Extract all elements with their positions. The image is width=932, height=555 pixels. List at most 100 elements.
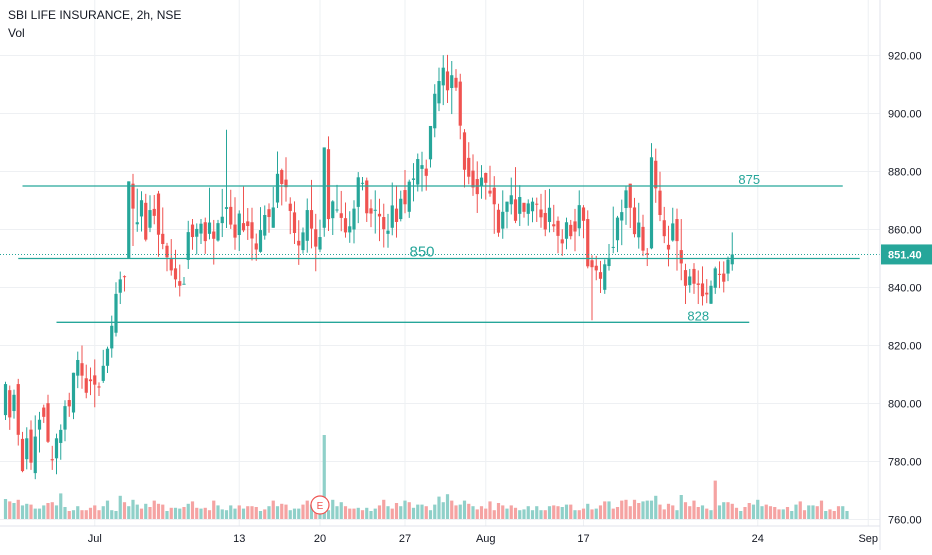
candle-body [16, 384, 20, 435]
candle-body [284, 179, 288, 188]
candle-body [93, 375, 97, 385]
volume-bar [785, 507, 790, 519]
volume-bar [530, 510, 535, 519]
volume-bar [29, 504, 33, 519]
level-label: 875 [738, 172, 760, 187]
candle-body [76, 360, 80, 376]
candle-body [713, 268, 717, 288]
earnings-event-label: E [317, 501, 324, 512]
volume-bar [705, 508, 709, 519]
x-tick-label: 20 [314, 533, 326, 545]
volume-bar [700, 505, 705, 519]
candle-body [696, 283, 700, 285]
volume-bar [424, 506, 428, 519]
volume-bar [726, 502, 730, 519]
volume-bar [216, 505, 220, 519]
candle-body [377, 213, 382, 217]
candle-body [152, 208, 156, 216]
volume-bar [751, 504, 756, 519]
volume-bar [637, 503, 641, 519]
candle-body [80, 363, 84, 376]
candle-body [624, 190, 628, 209]
candle-body [233, 224, 237, 238]
candle-body [543, 212, 547, 230]
volume-bar [743, 507, 747, 519]
candle-body [275, 173, 280, 203]
level-label: 850 [409, 244, 434, 261]
volume-bar [458, 504, 462, 519]
volume-bar [768, 506, 773, 519]
volume-bar [437, 496, 441, 519]
candle-body [437, 81, 441, 104]
candle-body [42, 407, 46, 417]
candle-body [471, 170, 475, 188]
candle-body [552, 224, 556, 227]
volume-bar [394, 503, 399, 519]
volume-bar [505, 508, 509, 519]
candle-body [603, 264, 607, 290]
volume-bar [501, 505, 505, 519]
candle-body [250, 222, 254, 239]
volume-bar [339, 502, 343, 519]
y-tick-label: 840.00 [888, 283, 922, 295]
volume-bar [25, 503, 29, 519]
volume-bar [654, 495, 658, 519]
candle-body [577, 205, 581, 229]
volume-bar [275, 506, 280, 519]
candle-body [292, 212, 297, 233]
volume-bar [42, 505, 46, 519]
volume-bar [462, 500, 467, 519]
volume-bar [101, 506, 105, 519]
candle-body [411, 178, 416, 180]
volume-bar [807, 505, 811, 519]
candle-body [420, 165, 424, 169]
volume-bar [594, 508, 598, 519]
candle-body [709, 285, 713, 304]
candle-body [403, 190, 407, 205]
volume-bar [756, 499, 760, 519]
volume-bar [241, 508, 246, 519]
volume-bar [492, 510, 496, 519]
volume-bar [773, 507, 777, 519]
volume-bar [454, 505, 458, 519]
candle-body [195, 228, 199, 237]
volume-bar [105, 500, 110, 519]
volume-bar [811, 505, 815, 519]
candle-body [339, 213, 343, 218]
volume-bar [709, 510, 713, 519]
volume-bar [331, 499, 335, 519]
x-tick-label: 13 [233, 533, 245, 545]
volume-bar [416, 504, 420, 519]
volume-bar [203, 507, 207, 519]
volume-bar [688, 506, 692, 519]
volume-bar [122, 502, 127, 519]
candle-body [97, 386, 101, 388]
volume-bar [484, 508, 488, 519]
volume-bar [819, 500, 824, 519]
volume-bar [131, 499, 135, 519]
candle-body [348, 226, 352, 233]
candle-body [488, 190, 492, 194]
volume-bar [569, 504, 573, 519]
volume-legend-label: Vol [8, 26, 25, 40]
volume-bar [144, 503, 148, 519]
volume-bar [586, 503, 590, 519]
candle-body [331, 201, 335, 219]
volume-bar [186, 503, 190, 519]
volume-bar [445, 494, 450, 519]
volume-bar [577, 510, 581, 519]
volume-bar [832, 511, 836, 519]
volume-bar [433, 504, 437, 519]
candle-body [118, 279, 122, 293]
candle-body [169, 257, 173, 271]
candle-body [101, 365, 105, 381]
candle-body [305, 210, 309, 241]
y-tick-label: 780.00 [888, 457, 922, 469]
volume-bar [518, 510, 522, 519]
volume-bar [556, 506, 560, 519]
volume-bar [560, 507, 564, 519]
volume-bar [496, 503, 501, 519]
candle-body [67, 400, 71, 407]
